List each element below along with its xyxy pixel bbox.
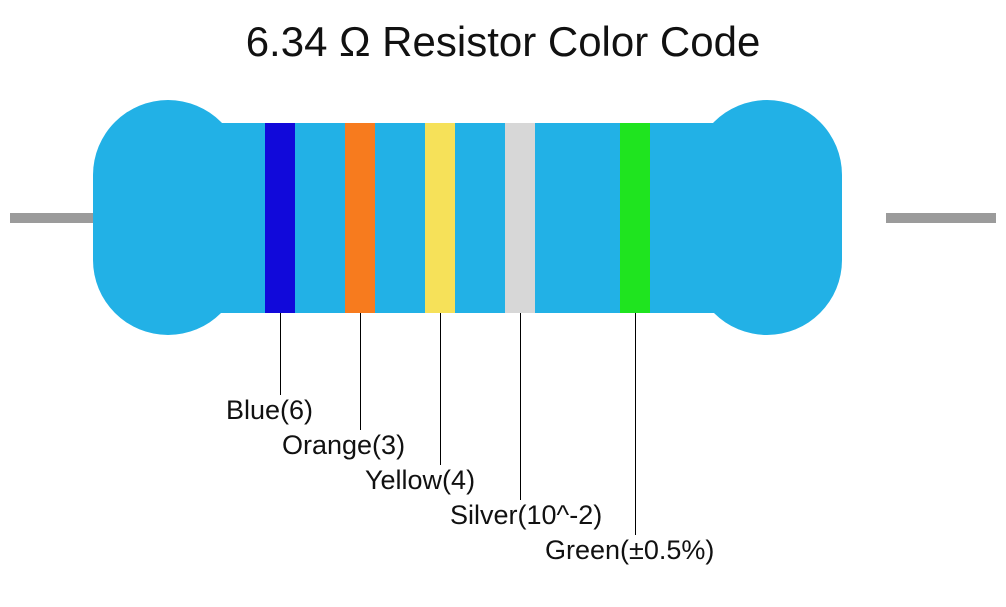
band-orange xyxy=(345,123,375,313)
leader-silver xyxy=(520,313,521,500)
band-label-silver: Silver(10^-2) xyxy=(450,500,602,531)
leader-orange xyxy=(360,313,361,430)
band-blue xyxy=(265,123,295,313)
leader-blue xyxy=(280,313,281,395)
band-label-green: Green(±0.5%) xyxy=(545,535,714,566)
diagram-title: 6.34 Ω Resistor Color Code xyxy=(0,18,1006,66)
band-silver xyxy=(505,123,535,313)
band-label-blue: Blue(6) xyxy=(226,395,313,426)
leader-green xyxy=(635,313,636,535)
band-green xyxy=(620,123,650,313)
band-label-orange: Orange(3) xyxy=(282,430,405,461)
leader-yellow xyxy=(440,313,441,465)
band-yellow xyxy=(425,123,455,313)
lead-right xyxy=(886,213,996,223)
band-label-yellow: Yellow(4) xyxy=(365,465,475,496)
resistor-diagram: 6.34 Ω Resistor Color Code Blue(6) Orange… xyxy=(0,0,1006,607)
